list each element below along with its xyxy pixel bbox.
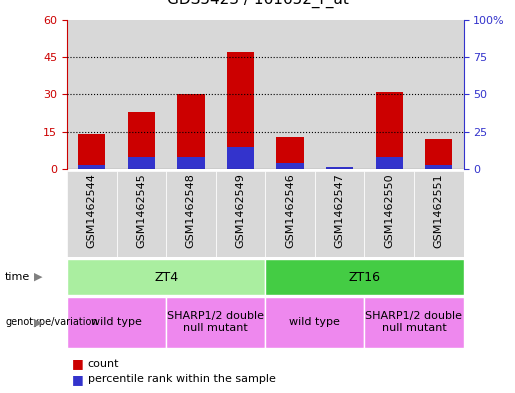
Bar xyxy=(216,171,265,257)
Text: genotype/variation: genotype/variation xyxy=(5,317,98,327)
Text: count: count xyxy=(88,358,119,369)
Bar xyxy=(277,137,304,169)
Bar xyxy=(227,147,254,169)
Text: wild type: wild type xyxy=(91,317,142,327)
Bar xyxy=(67,20,116,169)
Text: GSM1462549: GSM1462549 xyxy=(235,174,246,248)
Bar xyxy=(375,157,403,169)
Bar xyxy=(277,163,304,169)
Text: ■: ■ xyxy=(72,373,84,386)
Bar xyxy=(67,259,265,295)
Text: ■: ■ xyxy=(72,357,84,370)
Bar xyxy=(128,157,155,169)
Bar xyxy=(166,171,216,257)
Bar xyxy=(425,165,452,169)
Bar xyxy=(315,20,365,169)
Text: GSM1462546: GSM1462546 xyxy=(285,174,295,248)
Bar xyxy=(78,134,106,169)
Bar xyxy=(365,297,464,348)
Bar xyxy=(78,165,106,169)
Text: SHARP1/2 double
null mutant: SHARP1/2 double null mutant xyxy=(167,312,264,333)
Bar xyxy=(326,167,353,169)
Text: GDS5423 / 161652_r_at: GDS5423 / 161652_r_at xyxy=(166,0,349,8)
Bar xyxy=(265,259,464,295)
Bar xyxy=(414,171,464,257)
Text: GSM1462550: GSM1462550 xyxy=(384,174,394,248)
Text: wild type: wild type xyxy=(289,317,340,327)
Bar xyxy=(227,52,254,169)
Text: ZT4: ZT4 xyxy=(154,270,178,284)
Bar xyxy=(265,171,315,257)
Bar xyxy=(67,297,166,348)
Text: GSM1462547: GSM1462547 xyxy=(335,174,345,248)
Bar xyxy=(177,157,204,169)
Bar xyxy=(116,20,166,169)
Bar xyxy=(315,171,365,257)
Bar xyxy=(166,20,216,169)
Bar xyxy=(166,297,265,348)
Text: GSM1462551: GSM1462551 xyxy=(434,174,444,248)
Text: ▶: ▶ xyxy=(33,317,42,327)
Text: GSM1462544: GSM1462544 xyxy=(87,174,97,248)
Bar xyxy=(216,20,265,169)
Text: SHARP1/2 double
null mutant: SHARP1/2 double null mutant xyxy=(366,312,462,333)
Bar xyxy=(116,171,166,257)
Bar xyxy=(414,20,464,169)
Text: GSM1462545: GSM1462545 xyxy=(136,174,146,248)
Bar xyxy=(128,112,155,169)
Bar xyxy=(326,167,353,169)
Bar xyxy=(365,20,414,169)
Bar xyxy=(425,139,452,169)
Bar xyxy=(375,92,403,169)
Bar xyxy=(265,20,315,169)
Bar xyxy=(265,297,365,348)
Text: time: time xyxy=(5,272,30,282)
Text: percentile rank within the sample: percentile rank within the sample xyxy=(88,374,276,384)
Bar xyxy=(67,171,116,257)
Text: GSM1462548: GSM1462548 xyxy=(186,174,196,248)
Text: ZT16: ZT16 xyxy=(348,270,381,284)
Bar xyxy=(177,94,204,169)
Text: ▶: ▶ xyxy=(33,272,42,282)
Bar xyxy=(365,171,414,257)
